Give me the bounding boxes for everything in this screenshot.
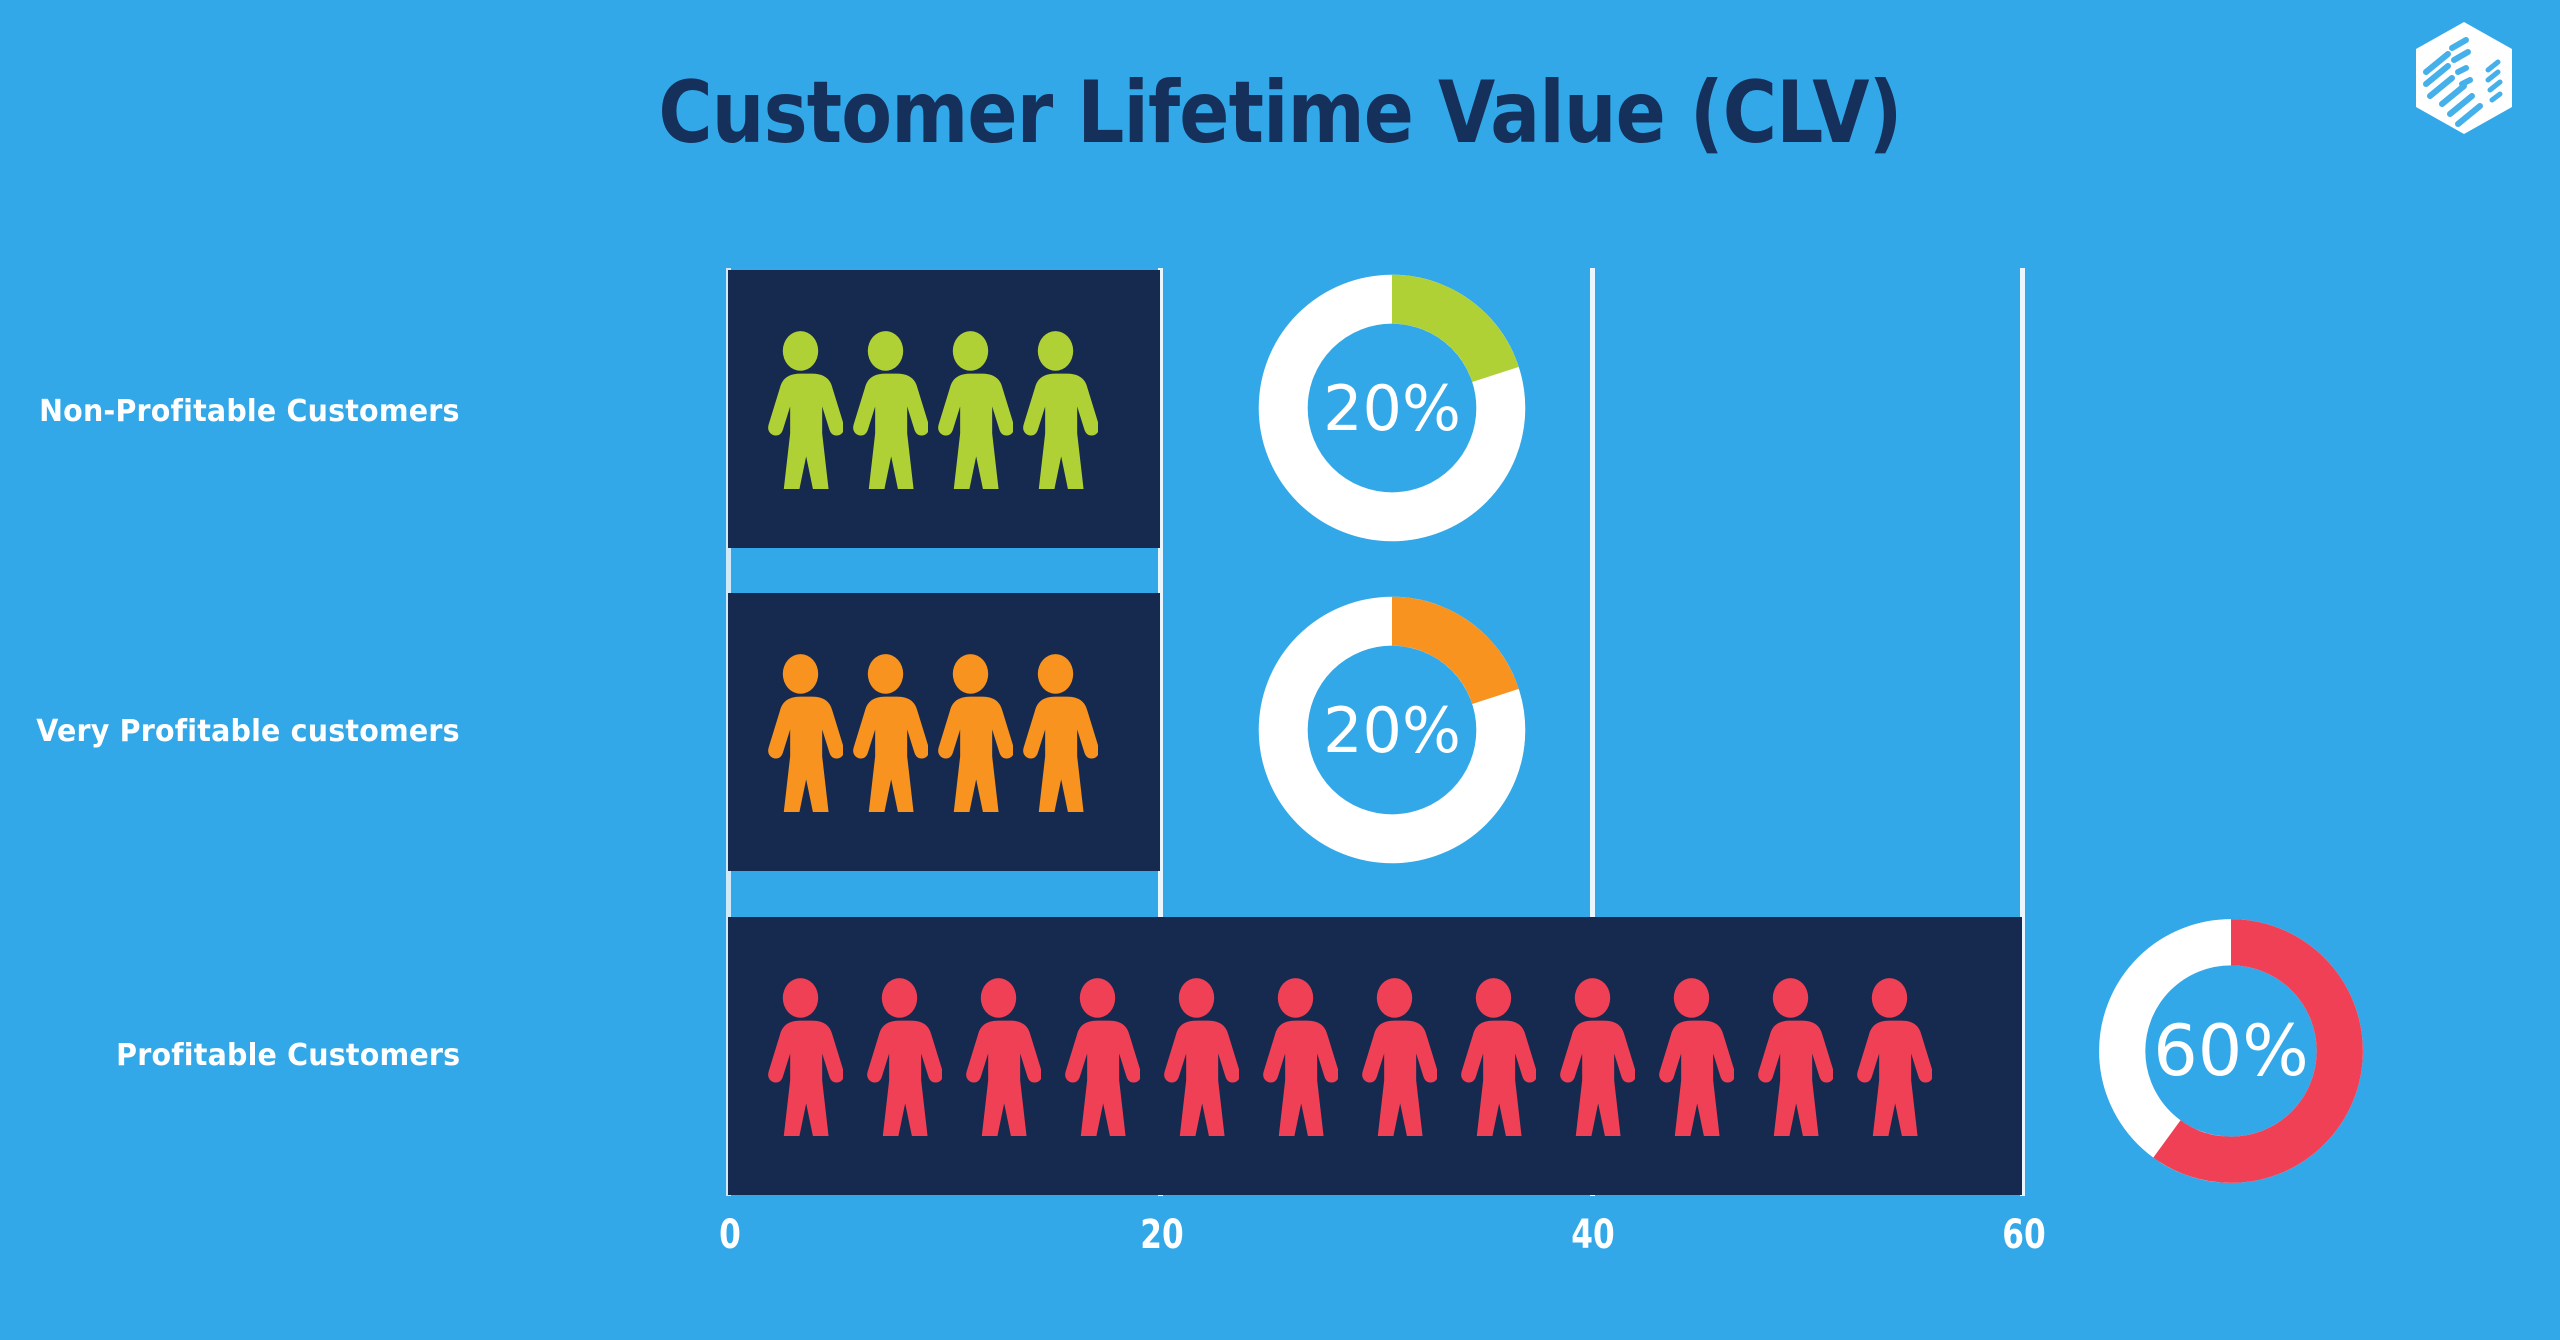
donut-value-profitable: 60% <box>2153 1010 2309 1092</box>
person-icon <box>853 654 928 812</box>
pictogram-group-non-profitable <box>728 329 1098 489</box>
person-icon <box>1857 978 1932 1136</box>
person-icon <box>1023 654 1098 812</box>
person-icon <box>1164 978 1239 1136</box>
axis-tick-0: 0 <box>719 1212 741 1258</box>
gridline-20 <box>1158 268 1163 1196</box>
donut-non-profitable: 20% <box>1256 272 1528 544</box>
donut-value-non-profitable: 20% <box>1323 371 1461 445</box>
person-icon <box>938 654 1013 812</box>
axis-tick-20: 20 <box>1140 1212 1184 1258</box>
person-icon <box>1362 978 1437 1136</box>
person-icon <box>768 978 843 1136</box>
category-label-non-profitable: Non-Profitable Customers <box>39 394 460 429</box>
page-title: Customer Lifetime Value (CLV) <box>658 63 1902 163</box>
donut-very-profitable: 20% <box>1256 594 1528 866</box>
axis-tick-60: 60 <box>2002 1212 2046 1258</box>
person-icon <box>768 654 843 812</box>
bar-non-profitable <box>728 270 1160 548</box>
bar-profitable <box>728 917 2022 1195</box>
person-icon <box>1659 978 1734 1136</box>
person-icon <box>1263 978 1338 1136</box>
donut-value-very-profitable: 20% <box>1323 693 1461 767</box>
person-icon <box>867 978 942 1136</box>
axis-tick-40: 40 <box>1571 1212 1615 1258</box>
person-icon <box>1023 331 1098 489</box>
person-icon <box>966 978 1041 1136</box>
bar-very-profitable <box>728 593 1160 871</box>
donut-profitable: 60% <box>2095 915 2367 1187</box>
person-icon <box>768 331 843 489</box>
pictogram-group-profitable <box>728 976 1932 1136</box>
category-label-profitable: Profitable Customers <box>115 1038 460 1073</box>
gridline-40 <box>1590 268 1595 1196</box>
gridline-60 <box>2020 268 2025 1196</box>
person-icon <box>1560 978 1635 1136</box>
person-icon <box>853 331 928 489</box>
pictogram-group-very-profitable <box>728 652 1098 812</box>
category-label-very-profitable: Very Profitable customers <box>36 714 460 749</box>
person-icon <box>1065 978 1140 1136</box>
hexagon-logo <box>2408 18 2520 138</box>
person-icon <box>938 331 1013 489</box>
person-icon <box>1461 978 1536 1136</box>
person-icon <box>1758 978 1833 1136</box>
